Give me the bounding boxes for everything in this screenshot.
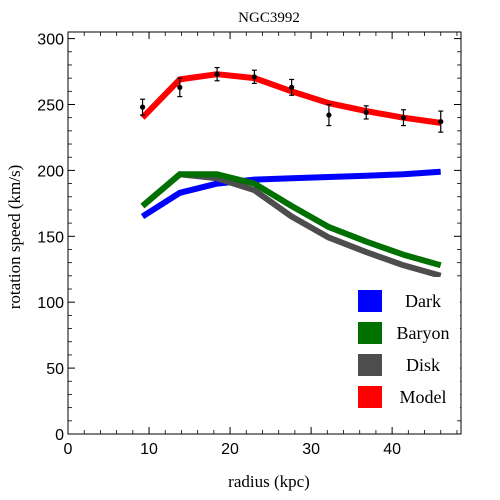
data-point: [251, 74, 257, 80]
x-tick-label: 0: [64, 441, 73, 458]
legend-label-model: Model: [400, 387, 447, 407]
legend-label-dark: Dark: [405, 291, 441, 311]
x-tick-label: 40: [383, 441, 401, 458]
data-point: [177, 84, 183, 90]
data-point: [326, 112, 332, 118]
y-tick-label: 150: [37, 229, 64, 246]
data-point: [400, 115, 407, 121]
y-tick-label: 50: [46, 361, 64, 378]
plot-area: 0 10 20 30 40 0 50 100 150 200 250 300: [37, 31, 462, 458]
y-tick-label: 300: [37, 32, 64, 49]
chart-title: NGC3992: [238, 10, 300, 26]
data-point: [363, 109, 369, 115]
data-point: [139, 104, 146, 110]
legend-swatch-disk: [358, 354, 382, 376]
legend-label-disk: Disk: [406, 355, 440, 375]
y-axis-label: rotation speed (km/s): [5, 165, 24, 309]
y-tick-label: 250: [37, 97, 64, 114]
y-tick-label: 0: [55, 427, 64, 444]
series-line-baryon: [140, 171, 442, 269]
x-tick-label: 10: [140, 441, 158, 458]
data-point: [289, 84, 295, 90]
legend-swatch-baryon: [358, 322, 382, 344]
series-line-dark: [140, 168, 441, 220]
plot-frame: [67, 31, 462, 435]
legend: Dark Baryon Disk Model: [347, 277, 460, 417]
legend-label-baryon: Baryon: [397, 323, 450, 343]
legend-swatch-model: [358, 386, 382, 408]
y-tick-label: 100: [37, 295, 64, 312]
data-point: [438, 119, 444, 125]
x-axis-label: radius (kpc): [228, 472, 310, 491]
data-point: [214, 71, 220, 77]
x-tick-label: 20: [221, 441, 239, 458]
legend-swatch-dark: [358, 290, 382, 312]
x-tick-label: 30: [302, 441, 320, 458]
y-tick-label: 200: [37, 163, 64, 180]
